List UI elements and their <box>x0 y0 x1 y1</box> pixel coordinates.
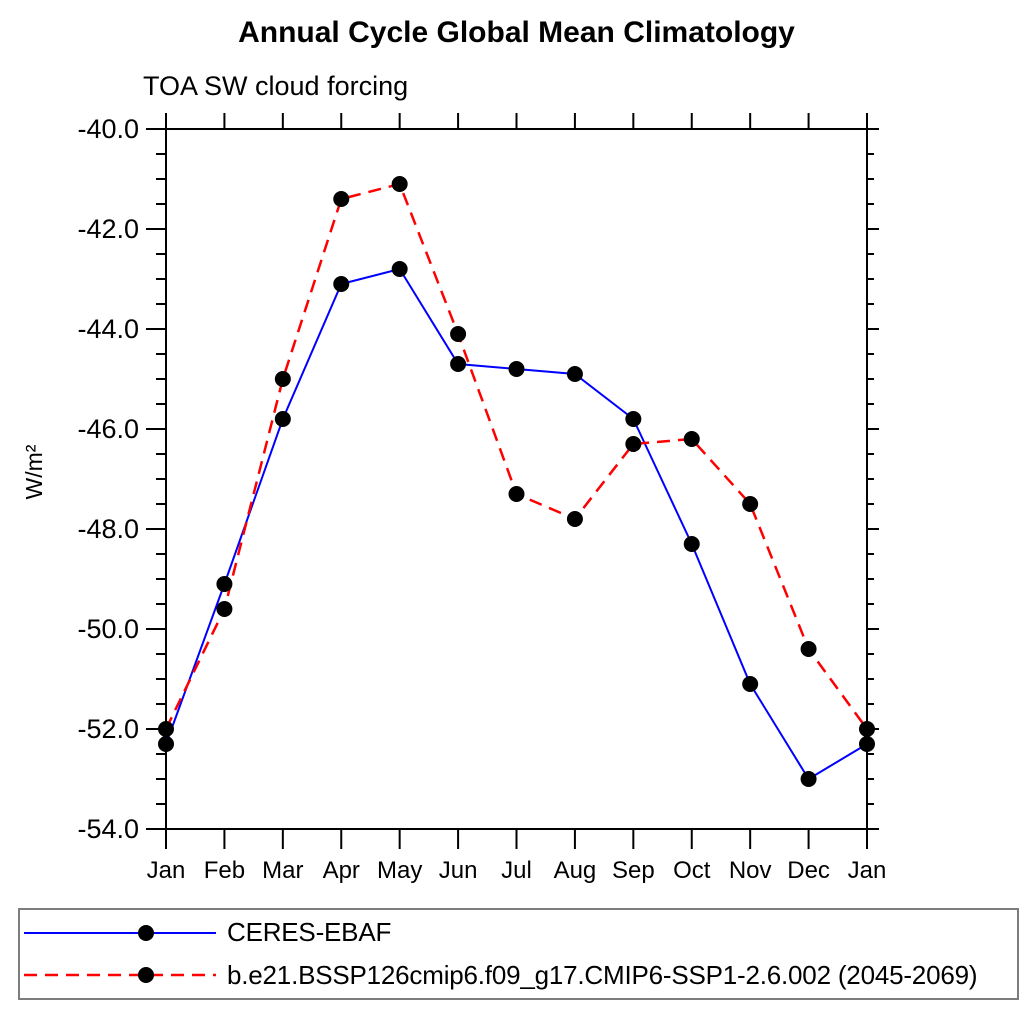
data-point-marker <box>742 496 759 512</box>
y-tick-label: -40.0 <box>77 114 139 144</box>
y-tick-label: -48.0 <box>77 514 139 544</box>
legend-line-sample-solid <box>24 924 216 941</box>
data-point-marker <box>859 736 875 752</box>
y-tick-label: -46.0 <box>77 414 139 444</box>
series-line-0 <box>165 267 868 781</box>
legend-line-sample-dashed <box>24 967 216 984</box>
data-point-marker <box>216 601 233 617</box>
x-tick-label: Jan <box>848 857 887 884</box>
legend-item-ceres-ebaf: CERES-EBAF <box>22 913 1017 953</box>
x-tick-label: Aug <box>554 857 597 884</box>
data-point-marker <box>800 641 817 657</box>
x-tick-label: Dec <box>787 857 830 884</box>
data-point-marker <box>158 736 174 752</box>
data-point-marker <box>158 721 174 737</box>
x-tick-label: Jul <box>501 857 532 884</box>
data-point-marker <box>391 176 408 192</box>
y-axis-ticks: -40.0 -42.0 -44.0 -46.0 -48.0 -50.0 -52.0 -54.0 <box>77 114 879 844</box>
data-point-marker <box>566 366 583 382</box>
data-point-marker <box>391 261 408 277</box>
data-point-marker <box>625 411 642 427</box>
legend-sample-marker <box>138 967 154 984</box>
data-point-marker <box>566 511 583 527</box>
data-point-marker <box>800 771 817 787</box>
legend-box: CERES-EBAF b.e21.BSSP126cmip6.f09_g17.CM… <box>18 908 1019 1000</box>
x-tick-label: Sep <box>612 857 655 884</box>
data-point-marker <box>683 431 700 447</box>
y-tick-label: -50.0 <box>77 614 139 644</box>
data-point-marker <box>859 721 875 737</box>
x-tick-label: Mar <box>262 857 303 884</box>
data-point-marker <box>333 191 350 207</box>
legend-sample-marker <box>138 924 154 941</box>
data-point-marker <box>333 276 350 292</box>
data-point-marker <box>216 576 233 592</box>
x-tick-label: Apr <box>323 857 360 884</box>
chart-subtitle: TOA SW cloud forcing <box>143 71 409 101</box>
y-tick-label: -44.0 <box>77 314 139 344</box>
data-point-marker <box>450 356 467 372</box>
data-point-marker <box>508 361 525 377</box>
y-tick-label: -52.0 <box>77 714 139 744</box>
legend-label: b.e21.BSSP126cmip6.f09_g17.CMIP6-SSP1-2.… <box>227 959 978 990</box>
x-tick-label: May <box>377 857 422 884</box>
data-point-marker <box>508 486 525 502</box>
y-tick-label: -54.0 <box>77 814 139 844</box>
data-point-marker <box>683 536 700 552</box>
x-tick-label: Jun <box>439 857 478 884</box>
chart-title: Annual Cycle Global Mean Climatology <box>238 16 795 49</box>
legend-item-model-run: b.e21.BSSP126cmip6.f09_g17.CMIP6-SSP1-2.… <box>22 955 1017 995</box>
legend-label: CERES-EBAF <box>227 917 392 948</box>
x-tick-label: Oct <box>673 857 711 884</box>
data-point-marker <box>625 436 642 452</box>
data-point-marker <box>274 371 291 387</box>
data-point-marker <box>742 676 759 692</box>
data-point-marker <box>274 411 291 427</box>
x-axis-ticks: Jan Feb Mar Apr May Jun Jul Aug Sep Oct Nov Dec Jan <box>147 113 887 884</box>
y-tick-label: -42.0 <box>77 214 139 244</box>
x-tick-label: Jan <box>147 857 186 884</box>
x-tick-label: Nov <box>729 857 772 884</box>
x-tick-label: Feb <box>204 857 245 884</box>
series-line-1 <box>164 182 869 730</box>
data-point-marker <box>450 326 467 342</box>
plot-border <box>165 128 868 830</box>
